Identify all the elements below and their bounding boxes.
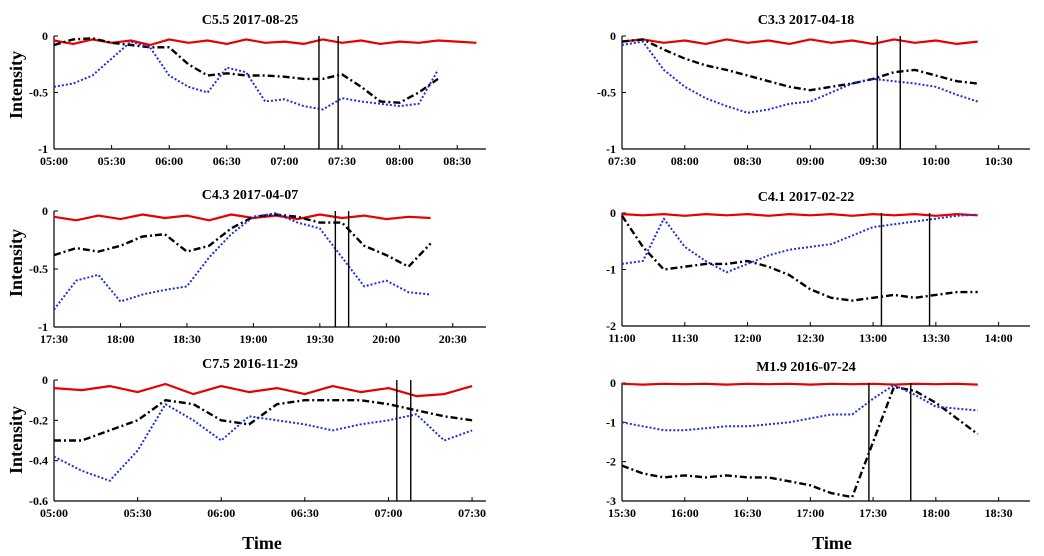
series-line-blue [621,384,978,432]
y-axis-label-bottom: Intensity [6,406,26,474]
series-line-black [621,385,979,499]
y-tick-label: -0.6 [29,494,48,508]
x-tick-label: 11:30 [671,331,698,345]
chart-panel: C4.1 2017-02-22 0 -1 -211:00 11:30 12:00 12:30… [606,190,1030,345]
chart-panel: C3.3 2017-04-18 0 -0.5 -107:30 08:00 08:30 09:… [597,13,1030,168]
x-tick-label: 08:30 [443,154,471,168]
x-tick-label: 18:00 [106,332,134,346]
y-tick-label: 0 [42,204,48,218]
series-line-blue [621,40,979,114]
series-line-blue [53,40,439,111]
series-line-black [621,38,978,92]
series-line-black [54,399,473,442]
chart-panels: C5.5 2017-08-250-0.5-105:00 05:30 06:00 06:… [29,13,1030,520]
chart-title: C5.5 2017-08-25 [202,13,298,28]
x-tick-label: 07:00 [270,154,298,168]
series-line-black [53,37,439,104]
x-tick-label: 16:00 [671,506,699,520]
y-tick-label: -2 [606,455,616,469]
x-tick-label: 20:00 [372,332,400,346]
x-axis-label-left: Time [242,533,282,553]
y-tick-label: 0 [42,373,48,387]
x-tick-label: 19:00 [239,332,267,346]
x-tick-label: 05:00 [40,506,68,520]
x-tick-label: 17:30 [859,506,887,520]
y-tick-label: 0 [610,376,616,390]
series-line-blue [621,213,978,274]
chart-title: M1.9 2016-07-24 [756,360,856,375]
x-tick-label: 07:00 [374,506,402,520]
x-tick-label: 06:00 [155,154,183,168]
x-tick-label: 07:30 [608,154,636,168]
x-tick-label: 09:30 [859,154,887,168]
series-line-red [53,38,477,47]
y-tick-label: -1 [606,263,616,277]
x-tick-label: 13:30 [922,331,950,345]
y-tick-label: -0.5 [29,86,48,100]
y-tick-label: -2 [606,319,616,333]
series-line-red [621,213,978,217]
x-tick-label: 12:00 [734,331,762,345]
x-tick-label: 17:30 [40,332,68,346]
x-tick-label: 05:30 [98,154,126,168]
y-tick-label: 0 [610,29,616,43]
chart-panel: M1.9 2016-07-24 0 -1 -2 -315:30 16:00 16:30 17:… [606,360,1030,520]
chart-panel: C5.5 2017-08-25 0 -0.5 -105:00 05:30 06:00 06:… [29,13,486,168]
x-tick-label: 08:30 [734,154,762,168]
x-tick-label: 09:00 [796,154,824,168]
y-tick-label: 0 [610,206,616,220]
x-tick-label: 20:30 [439,332,467,346]
x-tick-label: 07:30 [458,506,486,520]
x-tick-label: 06:30 [291,506,319,520]
y-tick-label: -1 [38,142,48,156]
x-tick-label: 12:30 [796,331,824,345]
y-tick-label: -0.5 [29,262,48,276]
y-axis-label-top: Intensity [6,51,26,119]
x-tick-label: 06:00 [207,506,235,520]
x-axis-label-right: Time [812,533,852,553]
x-tick-label: 10:00 [922,154,950,168]
series-line-black [621,215,978,302]
x-tick-label: 11:00 [608,331,635,345]
series-line-red [53,382,473,398]
y-tick-label: -0.5 [597,86,616,100]
x-tick-label: 17:00 [796,506,824,520]
x-tick-label: 16:30 [734,506,762,520]
x-tick-label: 05:00 [40,154,68,168]
chart-panel: C7.5 2016-11-29 0 -0.2 -0.4 -0.605:00 05:30 06… [29,357,486,520]
y-tick-label: -1 [38,320,48,334]
series-line-blue [53,403,473,482]
x-tick-label: 05:30 [124,506,152,520]
x-tick-label: 08:00 [671,154,699,168]
chart-title: C4.1 2017-02-22 [758,190,854,205]
chart-title: C7.5 2016-11-29 [202,357,298,372]
series-line-blue [53,212,431,311]
x-tick-label: 18:00 [922,506,950,520]
y-axis-label-middle: Intensity [6,229,26,297]
chart-title: C3.3 2017-04-18 [758,13,854,28]
series-line-red [621,382,978,386]
y-tick-label: -1 [606,142,616,156]
x-tick-label: 18:30 [173,332,201,346]
chart-title: C4.3 2017-04-07 [202,188,298,203]
x-tick-label: 15:30 [608,506,636,520]
y-tick-label: -0.2 [29,413,48,427]
x-tick-label: 06:30 [213,154,241,168]
chart-panel: C4.3 2017-04-07 0 -0.5 -117:30 18:00 18:30 19:… [29,188,486,346]
y-tick-label: -1 [606,415,616,429]
y-tick-label: -3 [606,494,616,508]
x-tick-label: 14:00 [985,331,1013,345]
x-tick-label: 13:00 [859,331,887,345]
y-tick-label: 0 [42,29,48,43]
y-tick-label: -0.4 [29,454,48,468]
series-line-red [621,38,978,46]
x-tick-label: 10:30 [985,154,1013,168]
series-line-red [53,213,431,222]
x-tick-label: 19:30 [306,332,334,346]
x-tick-label: 18:30 [985,506,1013,520]
series-line-black [53,213,432,268]
x-tick-label: 08:00 [386,154,414,168]
x-tick-label: 07:30 [328,154,356,168]
